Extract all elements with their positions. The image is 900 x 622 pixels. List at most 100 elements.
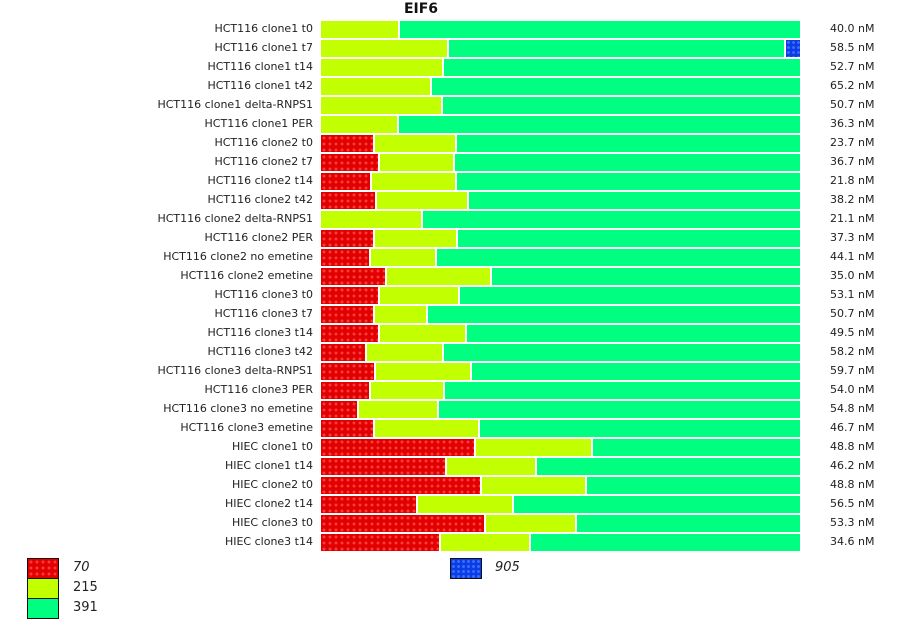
- concentration-label: 23.7 nM: [830, 136, 875, 149]
- concentration-label: 37.3 nM: [830, 231, 875, 244]
- legend-swatch-391: [27, 598, 59, 619]
- bar-row: [321, 325, 802, 342]
- bar-segment-70: [321, 439, 475, 456]
- bar-segment-215: [321, 211, 421, 228]
- bar-row: [321, 173, 802, 190]
- bar-segment-391: [492, 268, 800, 285]
- bar-segment-391: [577, 515, 800, 532]
- concentration-label: 48.8 nM: [830, 478, 875, 491]
- bar-segment-70: [321, 268, 385, 285]
- bar-segment-215: [486, 515, 576, 532]
- legend-label-70: 70: [73, 560, 90, 575]
- concentration-label: 58.5 nM: [830, 41, 875, 54]
- row-label: HCT116 clone3 delta-RNPS1: [157, 364, 313, 377]
- legend-swatch-905: [450, 558, 482, 579]
- bar-row: [321, 363, 802, 380]
- concentration-label: 56.5 nM: [830, 497, 875, 510]
- bar-segment-70: [321, 401, 357, 418]
- bar-row: [321, 249, 802, 266]
- bar-segment-215: [321, 78, 431, 95]
- bar-segment-215: [380, 287, 458, 304]
- bar-segment-391: [398, 116, 800, 133]
- bar-segment-391: [444, 344, 800, 361]
- bar-segment-215: [374, 230, 457, 247]
- bar-segment-391: [480, 420, 800, 437]
- bar-segment-70: [321, 135, 373, 152]
- bar-row: [321, 154, 802, 171]
- bar-segment-215: [371, 173, 456, 190]
- bar-row: [321, 192, 802, 209]
- row-label: HCT116 clone1 t14: [207, 60, 313, 73]
- bar-segment-391: [449, 40, 785, 57]
- bar-segment-215: [374, 135, 456, 152]
- row-label: HCT116 clone3 t14: [207, 326, 313, 339]
- legend-swatch-70: [27, 558, 59, 579]
- bar-segment-70: [321, 344, 366, 361]
- bar-segment-391: [459, 287, 800, 304]
- concentration-label: 34.6 nM: [830, 535, 875, 548]
- bar-segment-70: [321, 154, 379, 171]
- row-label: HCT116 clone2 t14: [207, 174, 313, 187]
- bar-row: [321, 534, 802, 551]
- concentration-label: 38.2 nM: [830, 193, 875, 206]
- row-label: HCT116 clone3 t0: [214, 288, 313, 301]
- bar-segment-215: [380, 325, 466, 342]
- concentration-label: 44.1 nM: [830, 250, 875, 263]
- row-label: HCT116 clone2 PER: [204, 231, 313, 244]
- bar-segment-70: [321, 420, 373, 437]
- bar-segment-391: [592, 439, 800, 456]
- row-label: HIEC clone2 t0: [231, 478, 313, 491]
- concentration-label: 59.7 nM: [830, 364, 875, 377]
- row-label: HCT116 clone3 no emetine: [163, 402, 313, 415]
- bar-row: [321, 21, 802, 38]
- row-label: HCT116 clone2 t0: [214, 136, 313, 149]
- row-label: HCT116 clone3 PER: [204, 383, 313, 396]
- bar-row: [321, 78, 802, 95]
- bar-segment-70: [321, 458, 446, 475]
- bar-segment-391: [444, 59, 800, 76]
- concentration-label: 53.3 nM: [830, 516, 875, 529]
- row-label: HIEC clone1 t14: [224, 459, 313, 472]
- bar-row: [321, 211, 802, 228]
- bar-row: [321, 40, 802, 57]
- row-label: HIEC clone3 t14: [224, 535, 313, 548]
- concentration-label: 54.0 nM: [830, 383, 875, 396]
- bar-segment-391: [437, 249, 800, 266]
- bar-segment-70: [321, 287, 379, 304]
- bar-segment-391: [536, 458, 800, 475]
- bar-row: [321, 496, 802, 513]
- bar-segment-215: [375, 363, 471, 380]
- legend-swatch-215: [27, 578, 59, 599]
- bar-segment-391: [457, 135, 800, 152]
- bar-segment-391: [443, 97, 800, 114]
- bar-segment-391: [457, 173, 800, 190]
- concentration-label: 50.7 nM: [830, 307, 875, 320]
- bar-segment-391: [455, 154, 800, 171]
- bar-row: [321, 135, 802, 152]
- concentration-label: 50.7 nM: [830, 98, 875, 111]
- bar-row: [321, 59, 802, 76]
- bar-segment-70: [321, 496, 417, 513]
- concentration-label: 48.8 nM: [830, 440, 875, 453]
- bar-segment-215: [374, 420, 479, 437]
- legend-label-905: 905: [495, 560, 520, 575]
- bar-segment-70: [321, 515, 485, 532]
- concentration-label: 36.3 nM: [830, 117, 875, 130]
- row-label: HCT116 clone3 t42: [207, 345, 313, 358]
- row-label: HIEC clone3 t0: [231, 516, 313, 529]
- row-label: HCT116 clone1 PER: [204, 117, 313, 130]
- bar-segment-391: [458, 230, 800, 247]
- bar-row: [321, 116, 802, 133]
- bar-segment-391: [422, 211, 800, 228]
- bar-segment-391: [432, 78, 800, 95]
- bar-segment-215: [374, 306, 426, 323]
- bar-row: [321, 420, 802, 437]
- bar-row: [321, 268, 802, 285]
- bar-row: [321, 477, 802, 494]
- bar-segment-391: [427, 306, 800, 323]
- bar-row: [321, 439, 802, 456]
- legend-label-391: 391: [73, 600, 98, 615]
- bar-segment-391: [469, 192, 800, 209]
- bar-segment-215: [447, 458, 535, 475]
- bar-segment-391: [400, 21, 800, 38]
